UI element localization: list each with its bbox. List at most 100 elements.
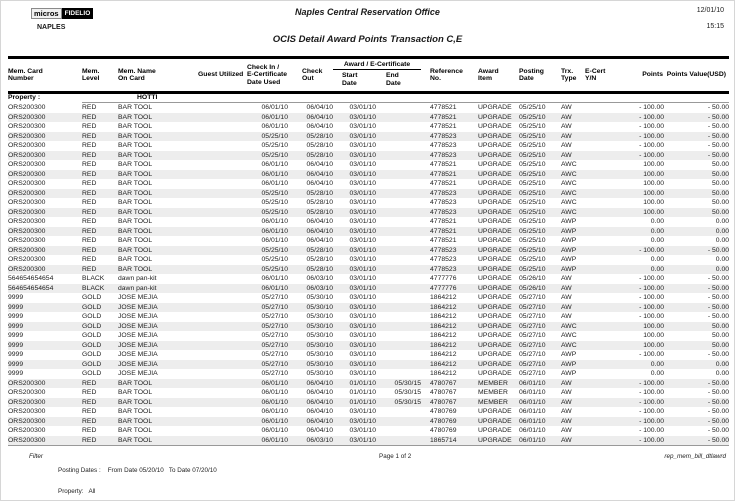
cell-checkin: 05/25/10 bbox=[261, 256, 288, 263]
cell-card: ORS200300 bbox=[8, 397, 82, 407]
cell-trx: AW bbox=[561, 408, 572, 415]
cell-checkout: 06/04/10 bbox=[306, 123, 333, 130]
cell-level: RED bbox=[82, 123, 97, 130]
cell-trx: AWP bbox=[561, 256, 577, 263]
cell-level: RED bbox=[82, 427, 97, 434]
cell-guest bbox=[196, 207, 247, 217]
cell-checkin: 05/27/10 bbox=[261, 370, 288, 377]
cell-start: 03/01/10 bbox=[333, 150, 376, 160]
cell-checkin: 05/27/10 bbox=[247, 321, 291, 331]
cell-card: ORS200300 bbox=[8, 378, 82, 388]
cell-ecert bbox=[581, 122, 611, 132]
cell-checkin: 05/25/10 bbox=[261, 142, 288, 149]
col-header-ref: Reference No. bbox=[421, 56, 472, 93]
cell-start: 03/01/10 bbox=[333, 188, 376, 198]
cell-ref: 4778523 bbox=[430, 142, 457, 149]
cell-end bbox=[376, 340, 422, 350]
cell-guest bbox=[196, 255, 247, 265]
cell-level: RED bbox=[82, 256, 97, 263]
cell-checkout: 05/28/10 bbox=[291, 207, 333, 217]
cell-level: RED bbox=[82, 180, 97, 187]
cell-points: 0.00 bbox=[611, 359, 667, 369]
cell-trx: AWC bbox=[561, 332, 577, 339]
cell-checkin: 05/25/10 bbox=[247, 131, 291, 141]
cell-name: BAR TOOL bbox=[118, 256, 153, 263]
cell-points: - 100.00 bbox=[611, 435, 667, 446]
cell-end bbox=[376, 426, 421, 436]
cell-value: 50.00 bbox=[712, 180, 730, 187]
cell-guest bbox=[196, 245, 247, 255]
cell-ref: 1865714 bbox=[421, 435, 472, 446]
cell-ref: 4778521 bbox=[430, 161, 457, 168]
table-row: ORS200300 RED BAR TOOL 05/25/10 05/28/10 03/0… bbox=[8, 245, 730, 255]
filter-property: Property: All bbox=[58, 488, 96, 496]
table-row: ORS200300 RED BAR TOOL 06/01/10 06/04/10 03/0… bbox=[8, 169, 730, 179]
cell-ref: 1864212 bbox=[421, 359, 472, 369]
cell-checkin: 05/25/10 bbox=[247, 207, 291, 217]
cell-value: - 50.00 bbox=[707, 351, 730, 358]
cell-trx: AWC bbox=[561, 199, 577, 206]
cell-ref: 4778521 bbox=[430, 180, 457, 187]
cell-ref: 4778521 bbox=[430, 237, 457, 244]
cell-start: 03/01/10 bbox=[333, 416, 376, 426]
cell-card: 9999 bbox=[8, 351, 24, 358]
cell-card: ORS200300 bbox=[8, 264, 82, 274]
cell-value: - 50.00 bbox=[707, 123, 730, 130]
cell-ecert bbox=[581, 150, 612, 160]
cell-item: UPGRADE bbox=[478, 332, 512, 339]
cell-checkout: 05/28/10 bbox=[291, 150, 333, 160]
cell-card: ORS200300 bbox=[8, 112, 82, 122]
cell-level: GOLD bbox=[82, 294, 102, 301]
cell-card: 564654654654 bbox=[8, 283, 82, 293]
table-row: ORS200300 RED BAR TOOL 05/25/10 05/28/10 03/0… bbox=[8, 255, 729, 265]
cell-value: 50.00 bbox=[666, 207, 730, 217]
cell-checkout: 06/04/10 bbox=[291, 169, 333, 179]
cell-end bbox=[376, 131, 422, 141]
cell-item: UPGRADE bbox=[478, 427, 512, 434]
cell-level: RED bbox=[82, 435, 118, 446]
cell-checkin: 05/25/10 bbox=[247, 245, 291, 255]
cell-level: RED bbox=[82, 226, 118, 236]
cell-points: 100.00 bbox=[611, 188, 667, 198]
cell-end bbox=[376, 435, 422, 446]
cell-trx: AW bbox=[553, 283, 582, 293]
cell-end bbox=[376, 369, 421, 379]
cell-level: GOLD bbox=[82, 321, 118, 331]
cell-item: UPGRADE bbox=[478, 256, 512, 263]
cell-item: UPGRADE bbox=[471, 150, 514, 160]
cell-name: JOSE MEJIA bbox=[118, 340, 196, 350]
cell-checkin: 06/01/10 bbox=[261, 218, 288, 225]
cell-item: MEMBER bbox=[478, 389, 508, 396]
table-row: ORS200300 RED BAR TOOL 06/01/10 06/04/10 01/0… bbox=[8, 378, 730, 388]
cell-trx: AWP bbox=[561, 351, 577, 358]
cell-end: 05/30/15 bbox=[376, 397, 422, 407]
cell-start: 03/01/10 bbox=[333, 245, 376, 255]
cell-card: 9999 bbox=[8, 359, 82, 369]
cell-guest bbox=[196, 103, 247, 113]
cell-ecert bbox=[581, 179, 611, 189]
cell-end bbox=[376, 103, 421, 113]
cell-card: ORS200300 bbox=[8, 226, 82, 236]
cell-points: - 100.00 bbox=[611, 397, 667, 407]
cell-checkout: 06/04/10 bbox=[291, 378, 333, 388]
cell-posting: 05/27/10 bbox=[519, 313, 546, 320]
cell-start: 03/01/10 bbox=[349, 427, 376, 434]
cell-level: RED bbox=[82, 199, 97, 206]
cell-posting: 05/27/10 bbox=[519, 370, 546, 377]
cell-name: dawn pan-kit bbox=[118, 275, 157, 282]
col-header-checkout: Check Out bbox=[291, 56, 333, 93]
cell-posting: 05/26/10 bbox=[513, 283, 554, 293]
cell-trx: AW bbox=[553, 416, 582, 426]
report-title: OCIS Detail Award Points Transaction C,E bbox=[272, 34, 463, 45]
cell-points: 100.00 bbox=[611, 169, 667, 179]
cell-checkout: 05/28/10 bbox=[306, 199, 333, 206]
cell-end bbox=[376, 274, 421, 284]
cell-item: UPGRADE bbox=[478, 370, 512, 377]
cell-level: RED bbox=[82, 237, 97, 244]
cell-checkout: 06/04/10 bbox=[291, 416, 333, 426]
cell-start: 03/01/10 bbox=[349, 218, 376, 225]
col-header-posting: Posting Date bbox=[513, 56, 554, 93]
cell-name: BAR TOOL bbox=[118, 245, 196, 255]
cell-checkin: 06/01/10 bbox=[261, 237, 288, 244]
cell-posting: 06/01/10 bbox=[513, 416, 554, 426]
